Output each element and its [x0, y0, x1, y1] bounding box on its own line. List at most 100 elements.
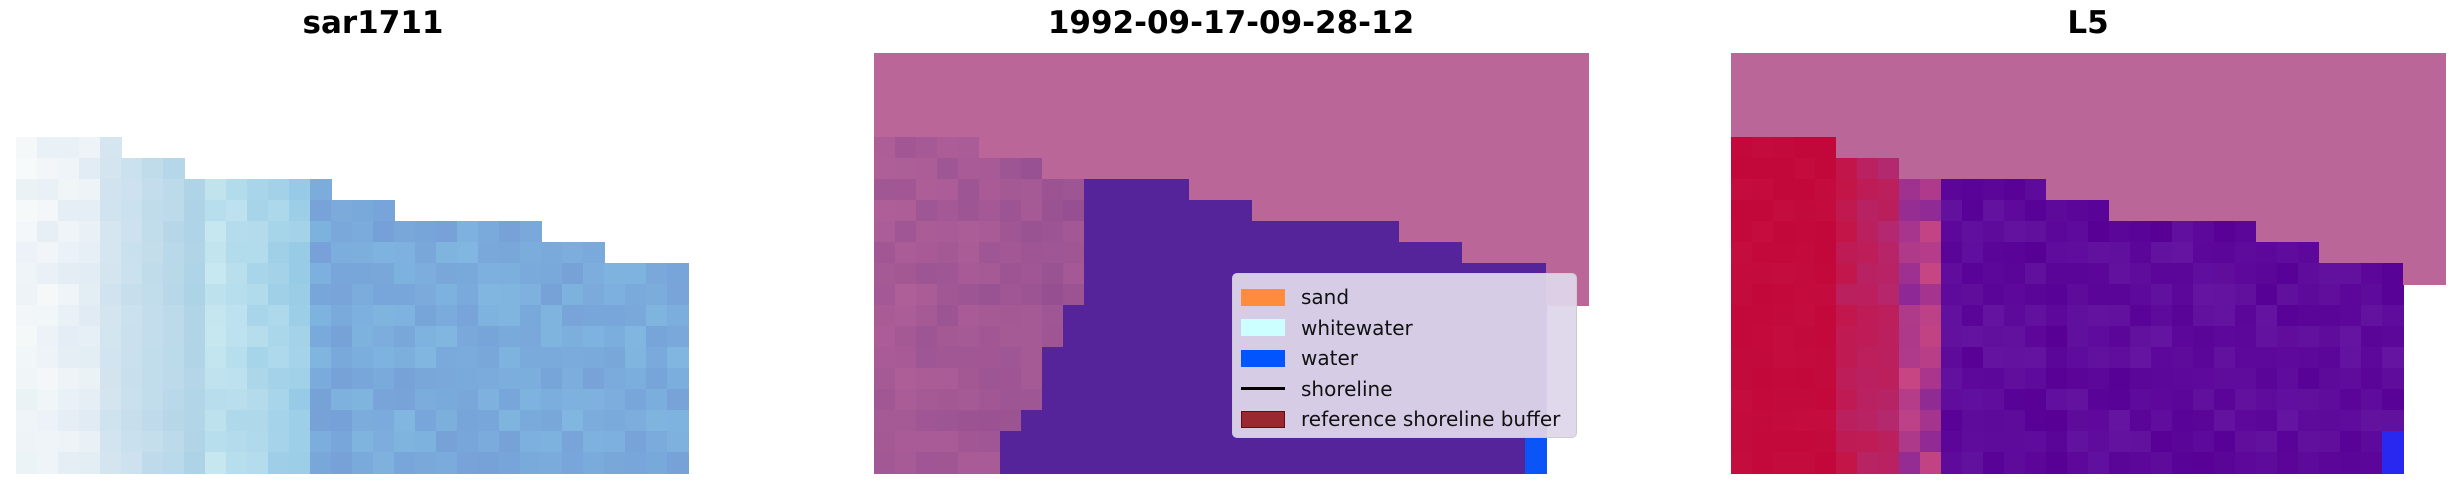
- pixel: [1941, 368, 1963, 390]
- pixel: [2403, 74, 2425, 96]
- pixel: [1899, 137, 1921, 159]
- pixel: [520, 242, 542, 264]
- pixel: [226, 284, 248, 306]
- pixel: [1021, 263, 1043, 285]
- pixel: [352, 368, 374, 390]
- pixel: [1168, 179, 1190, 201]
- pixel: [2277, 284, 2299, 306]
- pixel: [2004, 452, 2026, 474]
- pixel: [667, 347, 689, 369]
- pixel: [583, 368, 605, 390]
- pixel: [226, 263, 248, 285]
- pixel: [289, 410, 311, 432]
- pixel: [184, 263, 206, 285]
- pixel: [1836, 431, 1858, 453]
- pixel: [226, 347, 248, 369]
- pixel: [58, 347, 80, 369]
- pixel: [1962, 368, 1984, 390]
- pixel: [2172, 53, 2194, 75]
- pixel: [1378, 158, 1400, 180]
- pixel: [79, 137, 101, 159]
- pixel: [1210, 347, 1232, 369]
- pixel: [1294, 200, 1316, 222]
- pixel: [2340, 431, 2362, 453]
- pixel: [1483, 200, 1505, 222]
- pixel: [1962, 95, 1984, 117]
- pixel: [2193, 389, 2215, 411]
- pixel: [1063, 305, 1085, 327]
- pixel: [2172, 242, 2194, 264]
- pixel: [1752, 53, 1774, 75]
- pixel: [979, 431, 1001, 453]
- pixel: [625, 305, 647, 327]
- pixel: [2109, 137, 2131, 159]
- pixel: [916, 389, 938, 411]
- pixel: [499, 410, 521, 432]
- pixel: [1189, 95, 1211, 117]
- pixel: [205, 284, 227, 306]
- pixel: [1336, 179, 1358, 201]
- pixel: [100, 179, 122, 201]
- pixel: [1021, 368, 1043, 390]
- pixel: [916, 431, 938, 453]
- pixel: [2172, 389, 2194, 411]
- pixel: [436, 263, 458, 285]
- pixel: [1794, 158, 1816, 180]
- pixel: [625, 284, 647, 306]
- pixel: [1273, 179, 1295, 201]
- pixel: [2298, 74, 2320, 96]
- pixel: [1815, 242, 1837, 264]
- pixel: [1084, 221, 1106, 243]
- pixel: [205, 263, 227, 285]
- pixel: [2193, 200, 2215, 222]
- pixel: [16, 284, 38, 306]
- pixel: [163, 368, 185, 390]
- pixel: [1920, 53, 1942, 75]
- pixel: [2256, 158, 2278, 180]
- pixel: [583, 305, 605, 327]
- pixel: [1815, 389, 1837, 411]
- pixel: [436, 410, 458, 432]
- pixel: [331, 242, 353, 264]
- pixel: [142, 347, 164, 369]
- pixel: [37, 431, 59, 453]
- pixel: [1962, 410, 1984, 432]
- pixel: [1878, 389, 1900, 411]
- pixel: [2256, 263, 2278, 285]
- pixel: [1252, 95, 1274, 117]
- pixel: [1525, 116, 1547, 138]
- pixel: [247, 431, 269, 453]
- pixel: [1210, 116, 1232, 138]
- pixel: [1378, 221, 1400, 243]
- pixel: [958, 137, 980, 159]
- pixel: [1878, 242, 1900, 264]
- pixel: [1983, 326, 2005, 348]
- pixel: [2151, 158, 2173, 180]
- pixel: [1189, 179, 1211, 201]
- pixel: [1546, 95, 1568, 117]
- pixel: [2172, 368, 2194, 390]
- pixel: [2151, 242, 2173, 264]
- pixel: [562, 326, 584, 348]
- pixel: [457, 410, 479, 432]
- pixel: [373, 431, 395, 453]
- pixel: [1857, 347, 1879, 369]
- pixel: [1189, 116, 1211, 138]
- pixel: [604, 305, 626, 327]
- pixel: [1147, 137, 1169, 159]
- pixel: [1357, 242, 1379, 264]
- pixel: [1000, 284, 1022, 306]
- pixel: [2046, 263, 2068, 285]
- pixel: [1126, 368, 1148, 390]
- pixel: [2088, 179, 2110, 201]
- legend-label: shoreline: [1301, 376, 1393, 401]
- pixel: [2172, 284, 2194, 306]
- pixel: [1294, 137, 1316, 159]
- pixel: [1983, 53, 2005, 75]
- pixel: [58, 137, 80, 159]
- pixel: [1357, 116, 1379, 138]
- pixel: [646, 368, 668, 390]
- pixel: [2130, 452, 2152, 474]
- pixel: [1168, 347, 1190, 369]
- pixel: [58, 410, 80, 432]
